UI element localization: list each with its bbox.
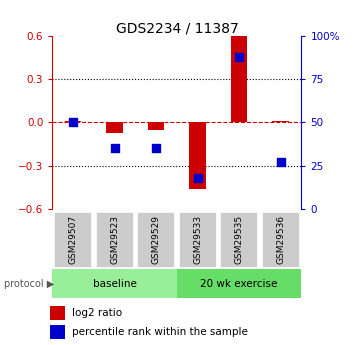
Bar — [65, 121, 81, 122]
Point — [195, 175, 201, 180]
Title: GDS2234 / 11387: GDS2234 / 11387 — [116, 21, 238, 35]
Bar — [179, 211, 217, 268]
Text: 20 wk exercise: 20 wk exercise — [200, 279, 278, 289]
Point — [153, 146, 159, 151]
Bar — [54, 211, 92, 268]
Text: GSM29507: GSM29507 — [69, 215, 78, 264]
Text: GSM29535: GSM29535 — [235, 215, 244, 264]
Bar — [137, 211, 175, 268]
Text: protocol ▶: protocol ▶ — [4, 279, 54, 289]
Point — [112, 146, 118, 151]
Text: GSM29533: GSM29533 — [193, 215, 202, 264]
Text: GSM29523: GSM29523 — [110, 215, 119, 264]
Bar — [273, 121, 289, 122]
Bar — [148, 122, 164, 130]
Text: GSM29529: GSM29529 — [152, 215, 161, 264]
Bar — [231, 36, 248, 122]
Bar — [50, 306, 65, 319]
Text: baseline: baseline — [93, 279, 136, 289]
Text: GSM29536: GSM29536 — [276, 215, 285, 264]
Bar — [96, 211, 134, 268]
Point — [70, 120, 76, 125]
Bar — [52, 269, 177, 298]
Point — [236, 54, 242, 60]
Bar — [177, 269, 301, 298]
Text: log2 ratio: log2 ratio — [72, 308, 122, 318]
Bar — [50, 325, 65, 338]
Bar — [220, 211, 258, 268]
Point — [278, 159, 284, 165]
Bar — [262, 211, 300, 268]
Bar — [106, 122, 123, 132]
Bar — [189, 122, 206, 189]
Text: percentile rank within the sample: percentile rank within the sample — [72, 327, 248, 337]
